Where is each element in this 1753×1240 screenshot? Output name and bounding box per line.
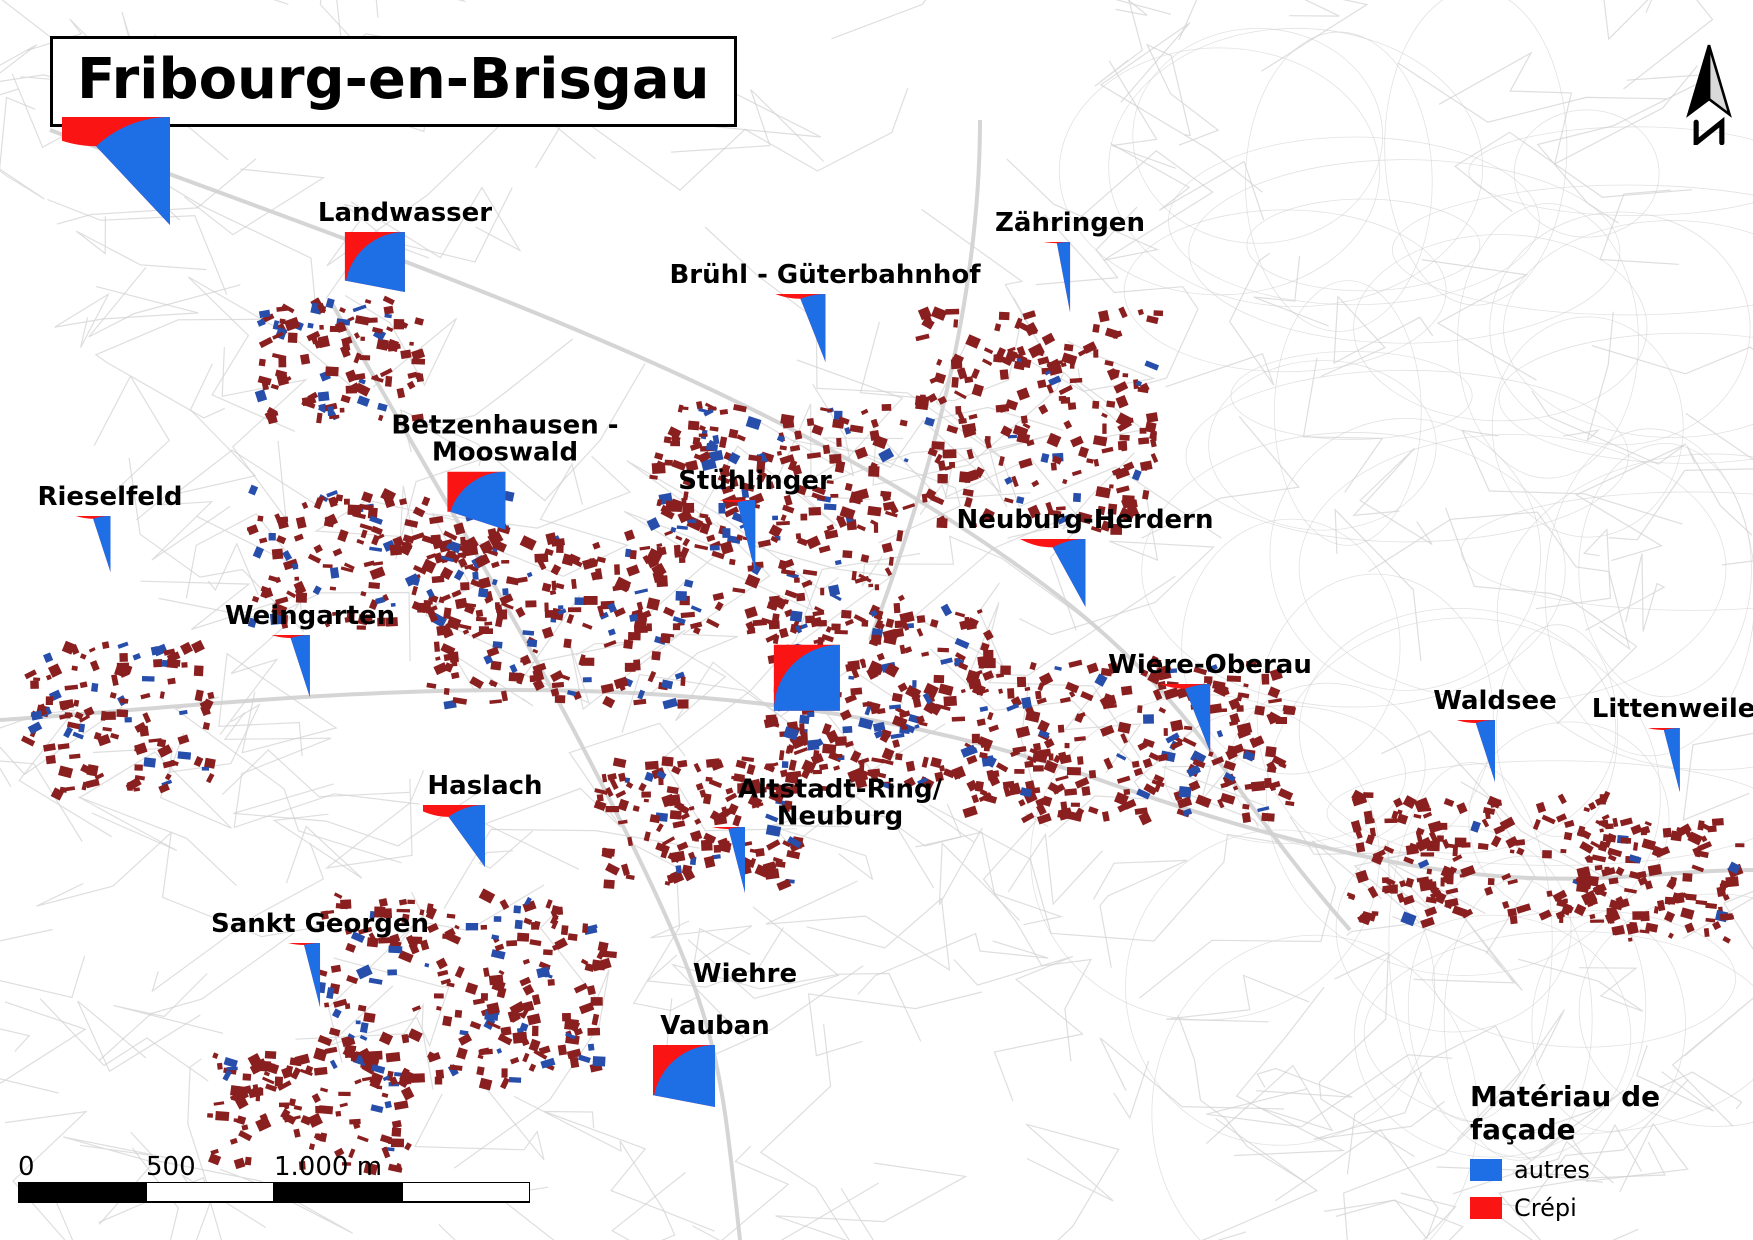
pie-stuhlinger: Stühlinger: [678, 466, 832, 644]
legend-swatch: [1470, 1197, 1502, 1219]
pie-label: Landwasser: [318, 198, 492, 228]
pie-label: Neuburg-Herdern: [956, 505, 1213, 535]
scale-bar-graphic: [18, 1182, 530, 1206]
pie-bruhl: Brühl - Güterbahnhof: [669, 260, 980, 430]
pie-overview: [62, 117, 278, 333]
pie-sanktgeorgen: Sankt Georgen: [211, 909, 429, 1071]
legend-item: Crépi: [1470, 1194, 1753, 1222]
legend-title: Matériau de façade: [1470, 1080, 1753, 1146]
legend-items: autres Crépi: [1470, 1156, 1753, 1222]
legend: Matériau de façade autres Crépi: [1470, 1080, 1753, 1222]
map-title-text: Fribourg-en-Brisgau: [77, 47, 710, 112]
pie-rieselfeld: Rieselfeld: [37, 482, 182, 628]
pie-label: Weingarten: [225, 601, 395, 631]
pie-vauban: Vauban: [653, 1011, 777, 1169]
pie-label: Littenweiler: [1592, 694, 1753, 724]
pie-zahringen: Zähringen: [995, 208, 1145, 382]
pie-label: Rieselfeld: [37, 482, 182, 512]
pie-altstadt: Altstadt-Ring/Neuburg: [738, 645, 942, 836]
pie-label: Zähringen: [995, 208, 1145, 238]
map-title: Fribourg-en-Brisgau: [50, 36, 737, 127]
pie-label: Waldsee: [1433, 686, 1557, 716]
pie-wiere-oberau: Wiere-Oberau: [1108, 650, 1312, 820]
pie-betzenhausen: Betzenhausen -Mooswald: [391, 413, 618, 588]
pie-label: Wiehre: [693, 959, 797, 989]
north-arrow-icon: [1670, 40, 1748, 149]
legend-label: Crépi: [1514, 1194, 1577, 1222]
pie-label: Vauban: [660, 1011, 769, 1041]
pie-haslach: Haslach: [423, 771, 547, 929]
pie-landwasser: Landwasser: [318, 198, 492, 352]
scale-label: 500: [146, 1152, 274, 1182]
legend-item: autres: [1470, 1156, 1753, 1184]
scale-bar: 0 500 1.000 m: [18, 1152, 530, 1210]
pie-wiehre: Wiehre: [679, 827, 811, 993]
pie-label: Brühl - Güterbahnhof: [669, 260, 980, 290]
map-canvas: Fribourg-en-Brisgau Landwasser Brühl - G…: [0, 0, 1753, 1240]
scale-label: 1.000 m: [274, 1152, 382, 1182]
pie-waldsee: Waldsee: [1433, 686, 1557, 844]
pie-label: Stühlinger: [678, 466, 832, 496]
legend-swatch: [1470, 1159, 1502, 1181]
pie-weingarten: Weingarten: [225, 601, 395, 759]
scale-label: 0: [18, 1152, 146, 1182]
pie-label: Wiere-Oberau: [1108, 650, 1312, 680]
pie-littenweiler: Littenweiler: [1592, 694, 1753, 856]
pie-label: Altstadt-Ring/Neuburg: [738, 777, 942, 832]
pie-label: Sankt Georgen: [211, 909, 429, 939]
pie-label: Betzenhausen -Mooswald: [391, 413, 618, 468]
legend-label: autres: [1514, 1156, 1590, 1184]
pie-label: Haslach: [427, 771, 542, 801]
